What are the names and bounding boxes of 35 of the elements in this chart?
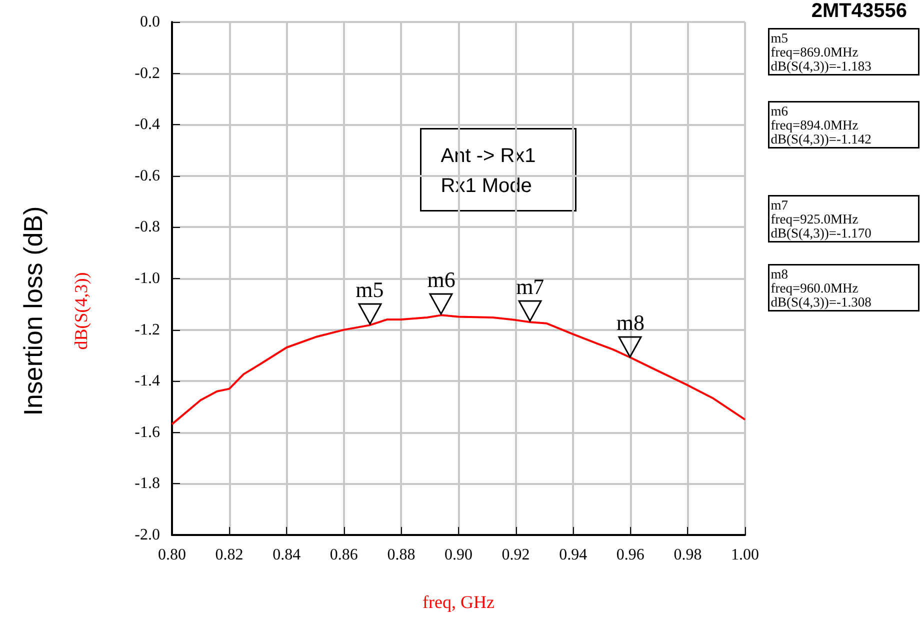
- x-tick-label: 0.94: [559, 546, 588, 564]
- text: 2MT43556: [811, 0, 908, 22]
- annotation: m6: [426, 266, 456, 292]
- annotation: m5: [354, 277, 385, 302]
- y-tick-label: -1.6: [134, 424, 160, 441]
- text: m8 freq=960.0MHz dB(S(4,3))=-1.308: [770, 266, 872, 310]
- text: m5 freq=869.0MHz dB(S(4,3))=-1.183: [770, 30, 872, 74]
- y-tick-label: -2.0: [134, 526, 160, 544]
- x-tick-label: 0.98: [674, 546, 702, 564]
- x-tick-label: 0.92: [502, 546, 530, 564]
- text: dB(S(4,3)): [71, 272, 91, 350]
- x-axis-title: freq, GHz: [422, 592, 494, 612]
- y-tick-label: -0.6: [134, 167, 160, 184]
- y-axis-title: Insertion loss (dB): [18, 206, 48, 416]
- x-tick-label: 0.80: [158, 546, 186, 564]
- x-tick-label: 1.00: [731, 546, 759, 564]
- x-tick-label: 0.96: [616, 546, 644, 564]
- y-tick-label: -1.4: [134, 372, 160, 390]
- text: m6 freq=894.0MHz dB(S(4,3))=-1.142: [770, 103, 872, 146]
- text: m7 freq=925.0MHz dB(S(4,3))=-1.170: [770, 197, 872, 240]
- y-tick-label: -1.8: [134, 475, 160, 492]
- annotation: m8: [615, 310, 646, 334]
- y-tick-label: -0.8: [134, 218, 160, 236]
- line-series: [171, 314, 746, 426]
- y-tick-label: -1.2: [134, 321, 160, 338]
- x-tick-label: 0.88: [387, 546, 416, 564]
- x-tick-label: 0.82: [215, 546, 244, 564]
- y-tick-label: -1.0: [134, 270, 160, 287]
- x-tick-label: 0.90: [444, 546, 472, 564]
- y-tick-label: -0.2: [134, 64, 160, 82]
- y-tick-label: -0.4: [134, 116, 160, 134]
- annotation: m7: [515, 274, 546, 300]
- y-tick-label: 0.0: [140, 14, 160, 30]
- x-tick-label: 0.86: [330, 546, 358, 564]
- x-tick-label: 0.84: [272, 546, 301, 564]
